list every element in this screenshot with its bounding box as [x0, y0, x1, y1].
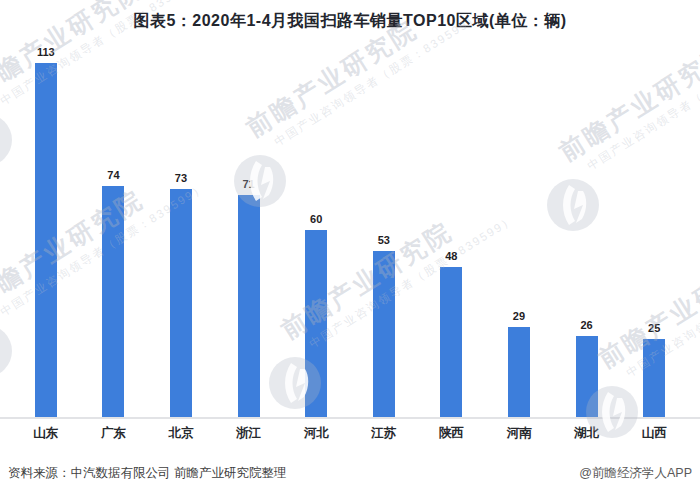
bar-slot: 26 — [553, 40, 621, 418]
category-label: 江苏 — [350, 425, 418, 442]
bar-value-label: 74 — [80, 169, 148, 181]
bar — [35, 63, 57, 418]
bar-slot: 71 — [215, 40, 283, 418]
bar-slot: 74 — [80, 40, 148, 418]
source-note: 资料来源：中汽数据有限公司 前瞻产业研究院整理 — [8, 465, 286, 482]
bars-area: 113 747371 605348 292625 — [12, 40, 688, 418]
bar — [576, 336, 598, 418]
bar-slot: 25 — [620, 40, 688, 418]
category-label: 河南 — [485, 425, 553, 442]
qianzhan-logo-icon — [0, 325, 12, 381]
category-label: 北京 — [147, 425, 215, 442]
bar-value-label: 73 — [147, 172, 215, 184]
qianzhan-logo-icon — [0, 114, 12, 170]
category-label: 湖北 — [553, 425, 621, 442]
chart-screenshot: 图表5：2020年1-4月我国扫路车销量TOP10区域(单位：辆) 113747… — [0, 0, 700, 495]
bar — [643, 339, 665, 418]
bar — [305, 230, 327, 418]
bar-slot: 60 — [282, 40, 350, 418]
bar-slot: 73 — [147, 40, 215, 418]
bar-value-label: 48 — [418, 250, 486, 262]
bar-value-label: 53 — [350, 234, 418, 246]
category-label: 山西 — [620, 425, 688, 442]
category-label: 广东 — [80, 425, 148, 442]
bar-value-label: 29 — [485, 310, 553, 322]
bar-value-label: 26 — [553, 319, 621, 331]
bar-value-label: 113 — [12, 46, 80, 58]
bar — [508, 327, 530, 418]
category-label: 浙江 — [215, 425, 283, 442]
bar — [440, 267, 462, 418]
credit-note: @前瞻经济学人APP — [579, 465, 692, 482]
bar-value-label: 25 — [620, 322, 688, 334]
category-label: 陕西 — [418, 425, 486, 442]
bar — [170, 189, 192, 418]
x-axis-line — [0, 417, 700, 419]
bar-slot: 48 — [418, 40, 486, 418]
bar-slot: 29 — [485, 40, 553, 418]
bar-value-label: 60 — [282, 213, 350, 225]
bar-slot: 53 — [350, 40, 418, 418]
bar — [102, 186, 124, 418]
category-label: 河北 — [282, 425, 350, 442]
bar-slot: 113 — [12, 40, 80, 418]
category-label: 山东 — [12, 425, 80, 442]
category-labels: 山东广东北京浙江河北江苏陕西河南湖北山西 — [12, 425, 688, 442]
bar — [373, 251, 395, 418]
chart-title: 图表5：2020年1-4月我国扫路车销量TOP10区域(单位：辆) — [0, 11, 700, 32]
bar — [238, 195, 260, 418]
bar-value-label: 71 — [215, 178, 283, 190]
